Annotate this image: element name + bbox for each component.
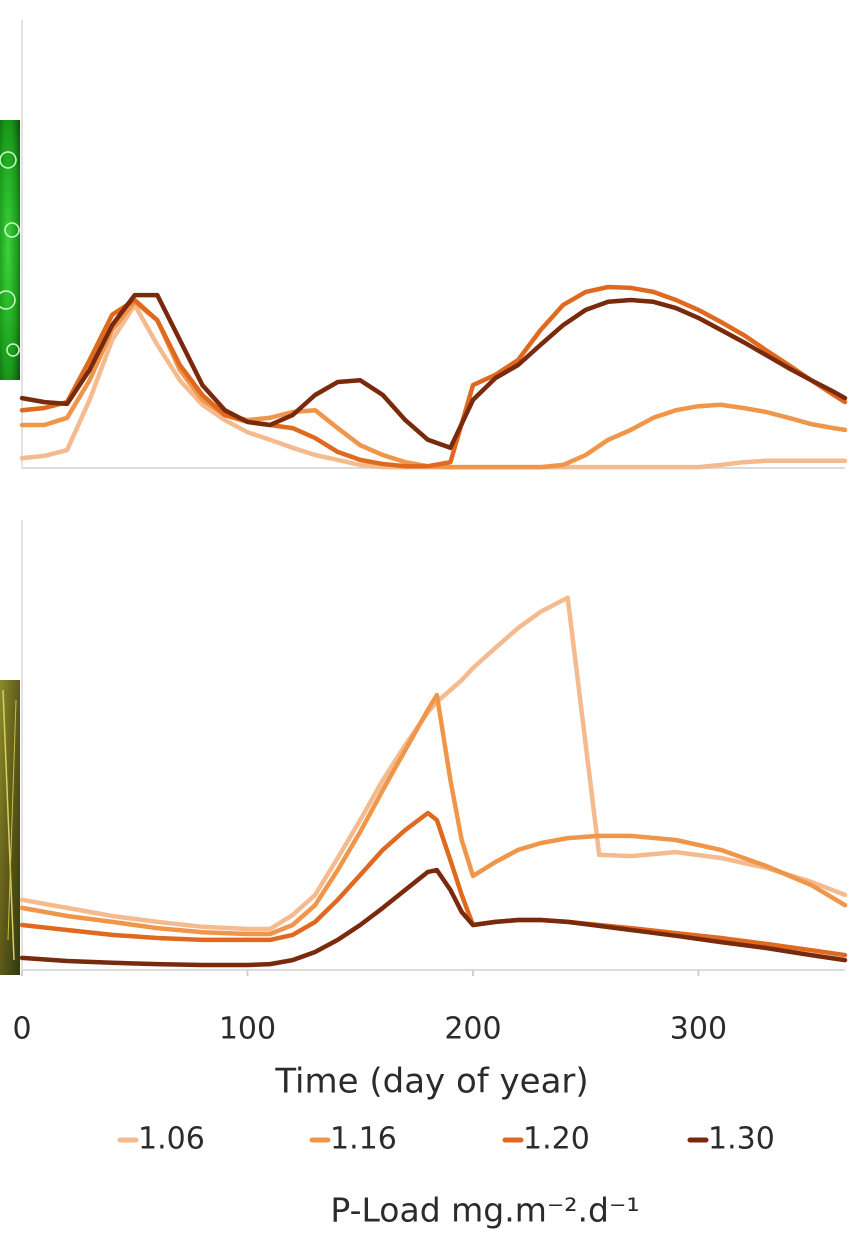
- x-tick-label: 200: [444, 1012, 501, 1047]
- x-tick-label: 300: [670, 1012, 727, 1047]
- series-line: [19, 595, 848, 932]
- series-line: [19, 692, 848, 937]
- x-axis-title: Time (day of year): [274, 1062, 588, 1102]
- legend-label: 1.06: [138, 1122, 205, 1157]
- photo-cells: [0, 120, 20, 380]
- x-tick-label: 100: [219, 1012, 276, 1047]
- x-tick-label: 0: [12, 1012, 31, 1047]
- legend-label: 1.16: [330, 1122, 397, 1157]
- photo-algae: [0, 680, 20, 975]
- series-line: [19, 810, 848, 958]
- series-line: [19, 292, 848, 451]
- legend-label: 1.30: [708, 1122, 775, 1157]
- legend-label: 1.20: [523, 1122, 590, 1157]
- series-line: [19, 867, 848, 968]
- legend-title: P-Load mg.m⁻².d⁻¹: [330, 1191, 639, 1230]
- series-line: [19, 284, 848, 469]
